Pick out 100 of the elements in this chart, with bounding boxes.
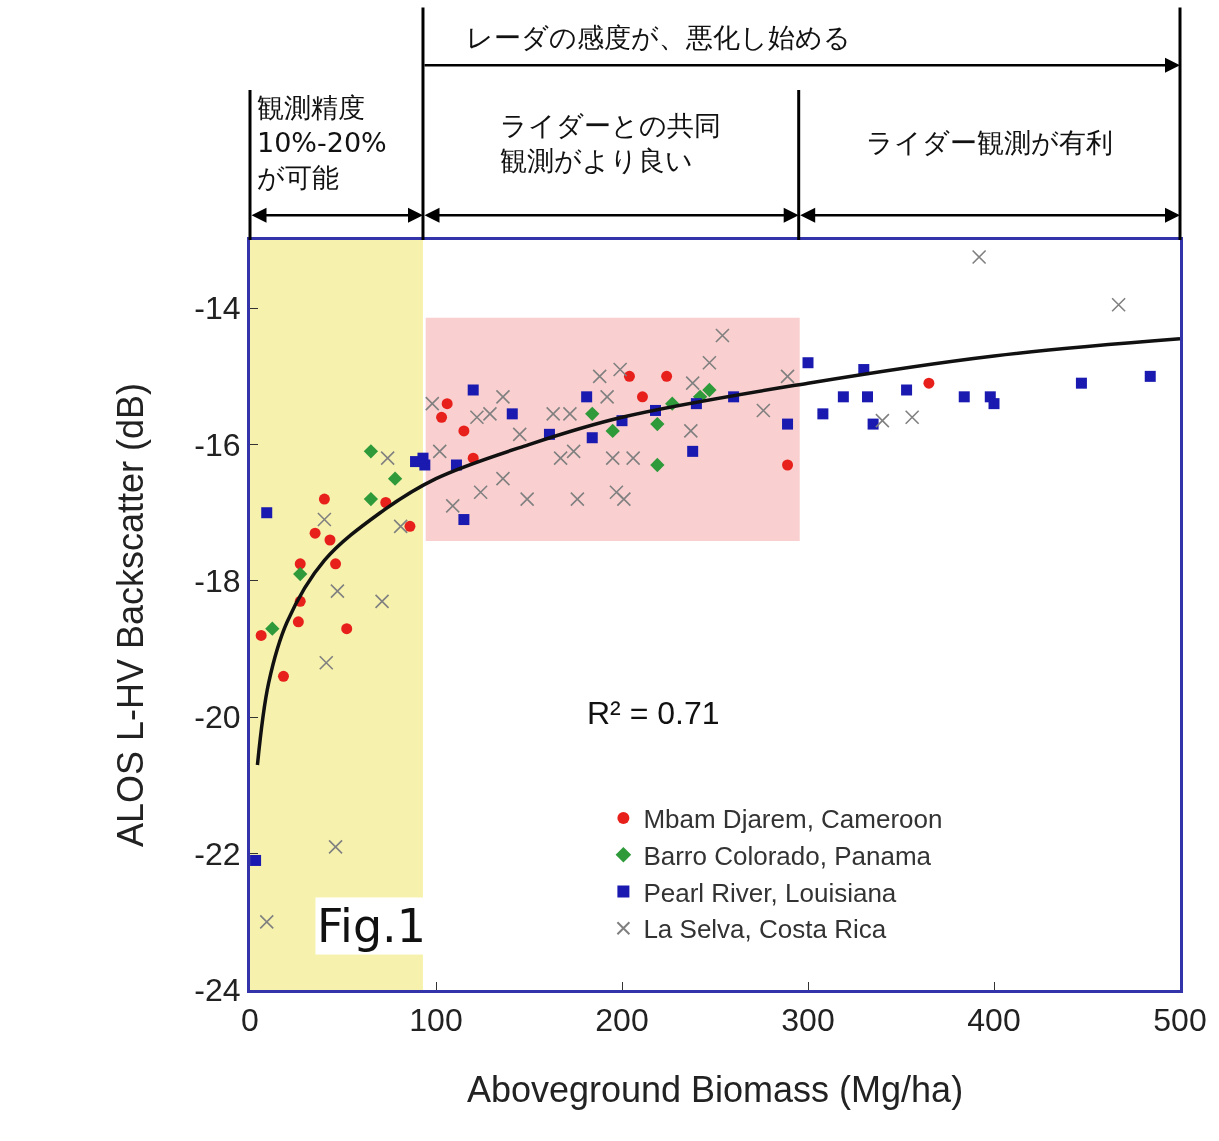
point bbox=[445, 498, 461, 514]
point bbox=[650, 416, 665, 432]
point bbox=[683, 423, 699, 439]
point bbox=[467, 384, 479, 396]
point bbox=[661, 370, 673, 382]
point bbox=[318, 493, 330, 505]
point bbox=[612, 362, 628, 377]
point bbox=[756, 403, 771, 418]
point bbox=[923, 377, 935, 389]
x-tick-label: 100 bbox=[409, 1002, 463, 1039]
legend-label: Pearl River, Louisiana bbox=[643, 877, 897, 908]
point bbox=[609, 484, 624, 500]
point bbox=[495, 471, 511, 486]
y-tick-label: -16 bbox=[194, 426, 241, 463]
x-tick-label: 200 bbox=[595, 1002, 649, 1039]
point bbox=[586, 432, 598, 444]
point bbox=[616, 491, 632, 507]
point bbox=[545, 406, 561, 422]
point bbox=[875, 413, 890, 428]
point bbox=[570, 491, 585, 507]
point bbox=[599, 389, 615, 405]
point bbox=[293, 566, 308, 582]
point bbox=[330, 583, 345, 599]
point bbox=[562, 406, 578, 422]
point bbox=[473, 484, 488, 500]
point bbox=[715, 328, 730, 343]
point bbox=[780, 369, 795, 384]
y-axis-title: ALOS L-HV Backscatter (dB) bbox=[110, 382, 152, 848]
point bbox=[432, 444, 448, 459]
point bbox=[837, 391, 849, 403]
x-axis-title: Aboveground Biomass (Mg/ha) bbox=[466, 1069, 964, 1111]
point bbox=[363, 444, 379, 459]
point bbox=[867, 418, 879, 430]
x-tick-label: 0 bbox=[241, 1002, 259, 1039]
point bbox=[277, 670, 289, 682]
point bbox=[904, 409, 920, 425]
point bbox=[363, 491, 379, 507]
point bbox=[1144, 370, 1156, 382]
point bbox=[292, 616, 304, 628]
point bbox=[495, 389, 511, 405]
point bbox=[328, 839, 343, 855]
point bbox=[318, 655, 334, 671]
point bbox=[817, 408, 829, 420]
point bbox=[519, 491, 535, 507]
line-series bbox=[255, 337, 1180, 767]
point bbox=[988, 398, 1000, 410]
point bbox=[605, 423, 620, 439]
point bbox=[625, 450, 641, 466]
point bbox=[506, 408, 518, 420]
y-tick-label: -22 bbox=[194, 835, 241, 872]
point bbox=[255, 629, 267, 641]
point bbox=[585, 406, 600, 422]
y-tick-label: -20 bbox=[194, 699, 241, 736]
point bbox=[553, 450, 568, 466]
point bbox=[1111, 297, 1126, 313]
point bbox=[250, 854, 262, 866]
legend-label: Barro Colorado, Panama bbox=[643, 840, 932, 871]
y-tick-label: -14 bbox=[194, 290, 241, 327]
x-tick-label: 500 bbox=[1153, 1002, 1207, 1039]
point bbox=[436, 411, 448, 423]
text: 観測精度10%-20%が可能 bbox=[257, 92, 387, 194]
point bbox=[862, 391, 874, 403]
point bbox=[702, 382, 717, 398]
y-tick-label: -18 bbox=[194, 563, 241, 600]
point bbox=[324, 534, 336, 546]
point bbox=[605, 450, 620, 466]
text: ライダー観測が有利 bbox=[866, 127, 1113, 158]
point bbox=[317, 512, 332, 527]
point bbox=[958, 391, 970, 403]
point bbox=[566, 444, 581, 459]
point bbox=[404, 520, 416, 532]
point bbox=[802, 357, 814, 369]
x-tick-label: 400 bbox=[967, 1002, 1021, 1039]
text: ライダーとの共同観測がより良い bbox=[500, 110, 721, 177]
y-tick-label: -24 bbox=[194, 972, 241, 1009]
point bbox=[374, 594, 390, 609]
point bbox=[424, 396, 440, 411]
point bbox=[623, 370, 635, 382]
point bbox=[1075, 377, 1087, 389]
point bbox=[687, 445, 699, 457]
point bbox=[387, 471, 403, 486]
point bbox=[259, 914, 275, 930]
point bbox=[441, 398, 453, 410]
point bbox=[294, 558, 306, 570]
point bbox=[330, 558, 342, 570]
point bbox=[380, 450, 395, 466]
point bbox=[341, 623, 353, 635]
point bbox=[901, 384, 913, 396]
annotation: R² = 0.71 bbox=[587, 695, 720, 731]
legend-label: Mbam Djarem, Cameroon bbox=[643, 804, 943, 835]
point bbox=[971, 249, 987, 265]
point bbox=[592, 369, 607, 384]
legend-label: La Selva, Costa Rica bbox=[643, 914, 887, 945]
point bbox=[636, 391, 648, 403]
point bbox=[393, 519, 408, 534]
x-tick-label: 300 bbox=[781, 1002, 835, 1039]
point bbox=[309, 527, 321, 539]
point bbox=[265, 621, 280, 636]
point bbox=[702, 355, 717, 371]
point bbox=[512, 427, 527, 442]
